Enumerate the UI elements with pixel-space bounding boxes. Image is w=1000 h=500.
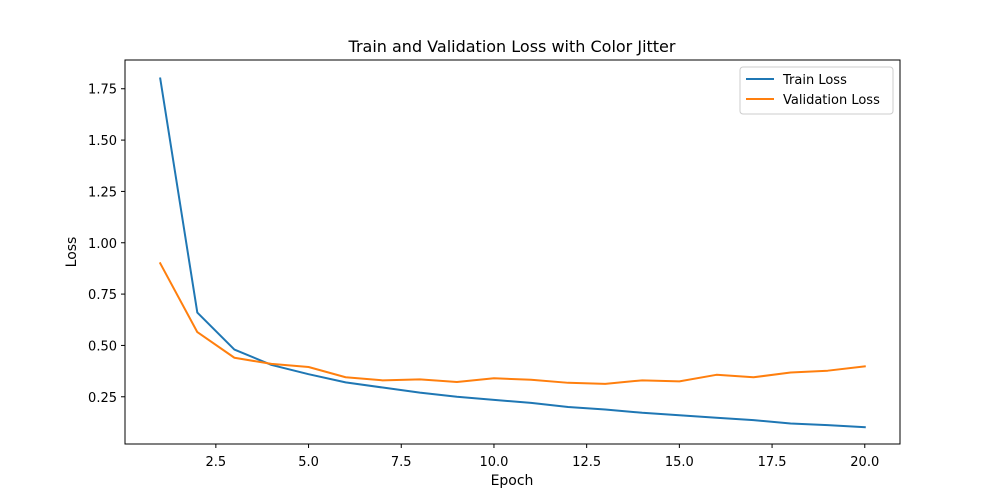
x-tick-label: 20.0	[850, 455, 879, 470]
x-tick-label: 15.0	[665, 455, 694, 470]
legend-label: Train Loss	[782, 73, 847, 88]
x-tick-label: 2.5	[206, 455, 227, 470]
plot-area	[158, 77, 866, 429]
plot-frame	[124, 59, 901, 445]
y-tick-label: 1.00	[88, 237, 117, 252]
x-tick-label: 10.0	[479, 455, 508, 470]
y-tick-label: 1.50	[88, 134, 117, 149]
y-tick-label: 0.50	[88, 339, 117, 354]
series-line-validation-loss	[158, 261, 866, 385]
y-tick-label: 0.75	[88, 288, 117, 303]
y-tick-label: 0.25	[88, 391, 117, 406]
x-tick-label: 17.5	[758, 455, 787, 470]
x-tick-label: 7.5	[391, 455, 412, 470]
chart-title: Train and Validation Loss with Color Jit…	[348, 37, 676, 56]
y-axis-label: Loss	[64, 237, 80, 268]
x-axis-label: Epoch	[491, 473, 534, 489]
legend-label: Validation Loss	[783, 93, 880, 108]
x-tick-label: 5.0	[298, 455, 319, 470]
x-axis: 2.5 5.0 7.5 10.0 12.5 15.0 17.5 20.0	[206, 444, 879, 470]
legend: Train Loss Validation Loss	[739, 66, 894, 115]
legend-box	[739, 66, 894, 115]
x-tick-label: 12.5	[572, 455, 601, 470]
series-line-train-loss	[159, 77, 866, 429]
y-axis: 0.25 0.50 0.75 1.00 1.25 1.50 1.75	[88, 83, 125, 406]
y-tick-label: 1.25	[88, 185, 117, 200]
y-tick-label: 1.75	[88, 83, 117, 98]
